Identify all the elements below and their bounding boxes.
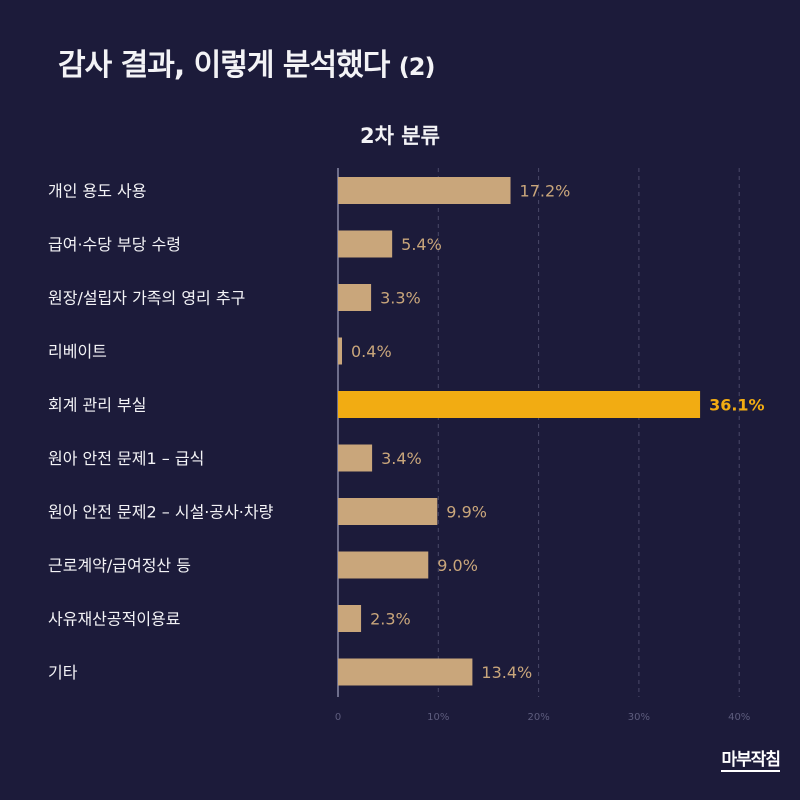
value-label: 3.3% xyxy=(380,289,421,308)
bar xyxy=(338,658,473,686)
bar xyxy=(338,551,429,579)
x-tick-label: 20% xyxy=(527,712,549,723)
value-label: 5.4% xyxy=(401,235,442,254)
bar xyxy=(338,498,438,525)
chart-title: 2차 분류 xyxy=(360,124,440,148)
value-label: 17.2% xyxy=(520,182,571,201)
bar xyxy=(338,337,343,365)
category-label: 급여·수당 부당 수령 xyxy=(48,235,181,254)
x-tick-label: 40% xyxy=(728,712,750,723)
brand-logo: 마부작침 xyxy=(721,750,781,772)
value-label: 3.4% xyxy=(381,449,422,468)
category-label: 리베이트 xyxy=(48,342,107,361)
bar xyxy=(338,605,362,632)
bar xyxy=(338,230,393,258)
category-label: 사유재산공적이용료 xyxy=(48,610,180,629)
category-label: 근로계약/급여정산 등 xyxy=(48,556,191,575)
value-label: 2.3% xyxy=(370,610,411,629)
value-label: 9.0% xyxy=(437,556,478,575)
category-label: 원장/설립자 가족의 영리 추구 xyxy=(48,289,245,308)
category-label: 원아 안전 문제2 – 시설·공사·차량 xyxy=(48,503,274,522)
category-label: 원아 안전 문제1 – 급식 xyxy=(48,449,204,468)
page-title: 감사 결과, 이렇게 분석했다 (2) xyxy=(58,40,436,84)
value-label: 13.4% xyxy=(481,663,532,682)
x-tick-label: 0 xyxy=(335,712,341,723)
bar xyxy=(338,444,373,472)
bar xyxy=(338,177,511,204)
x-tick-label: 30% xyxy=(628,712,650,723)
category-label: 회계 관리 부실 xyxy=(48,396,147,415)
category-label: 기타 xyxy=(48,663,78,682)
bar xyxy=(338,284,372,311)
value-label: 0.4% xyxy=(351,342,392,361)
page-title-number: (2) xyxy=(398,53,436,81)
bar xyxy=(338,391,701,418)
value-label: 9.9% xyxy=(446,503,487,522)
category-label: 개인 용도 사용 xyxy=(48,182,147,201)
page-title-text: 감사 결과, 이렇게 분석했다 xyxy=(58,48,390,83)
value-label: 36.1% xyxy=(709,396,765,415)
x-tick-label: 10% xyxy=(427,712,449,723)
